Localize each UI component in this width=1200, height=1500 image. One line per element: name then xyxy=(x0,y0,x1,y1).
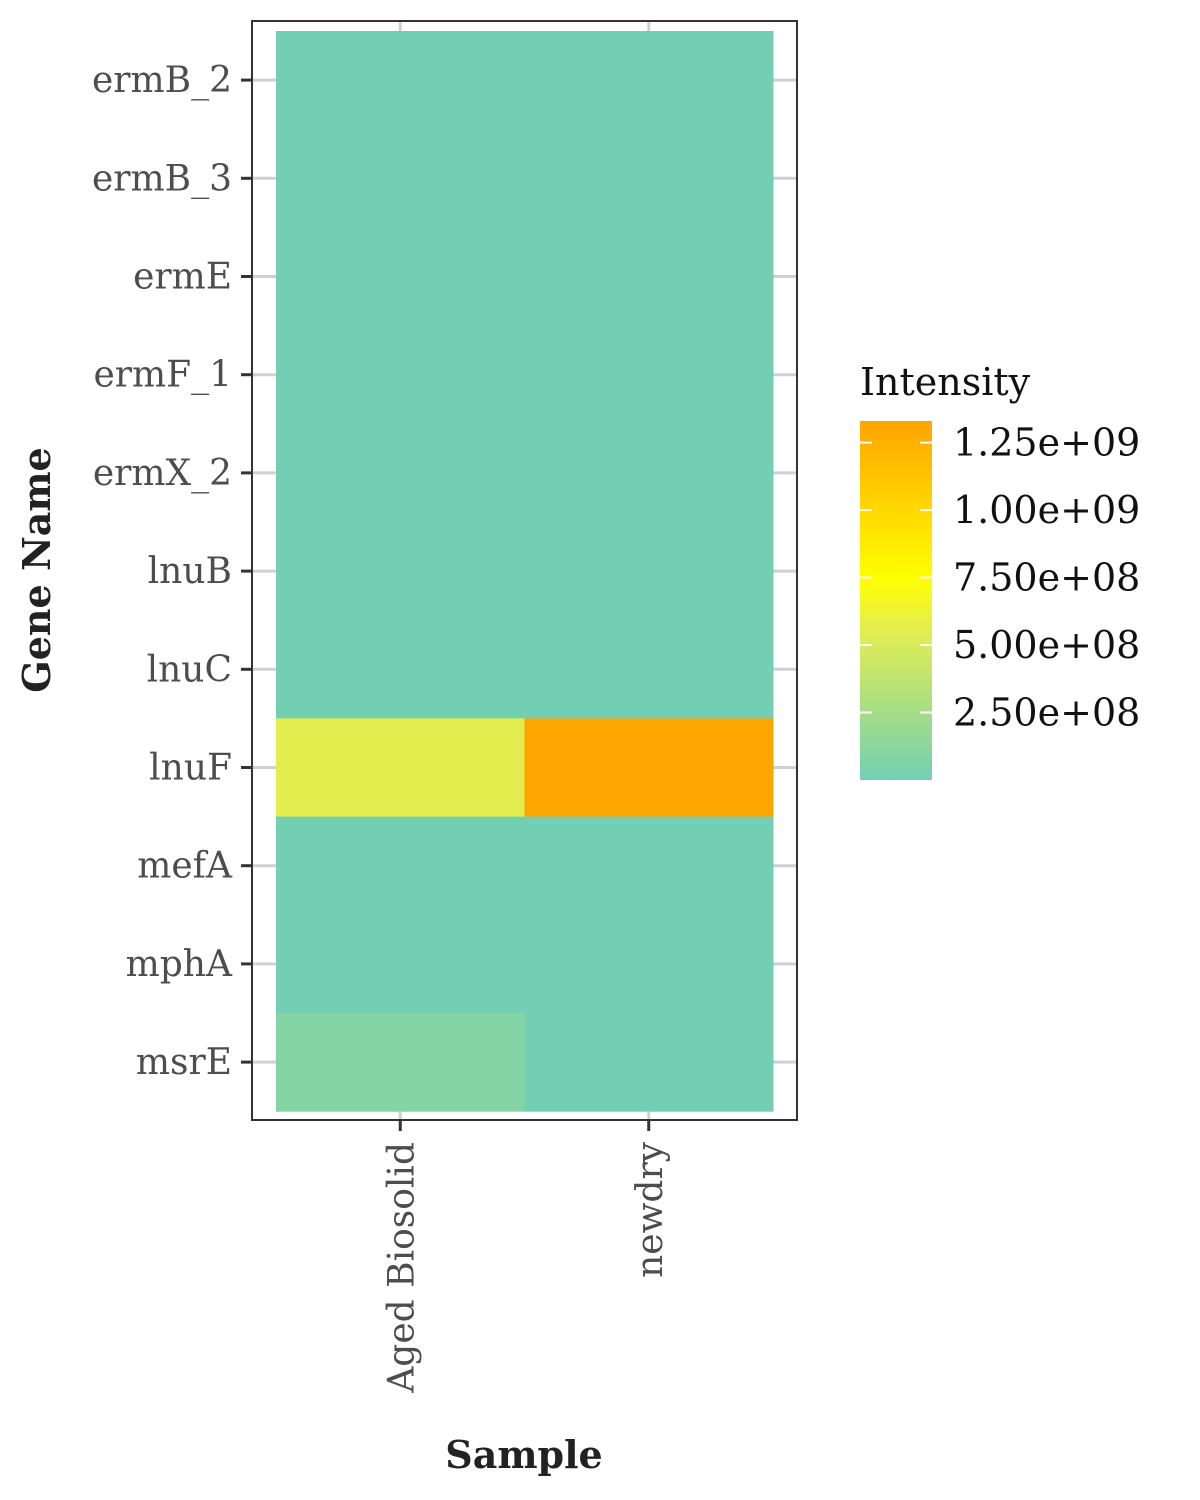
heatmap-cell xyxy=(276,620,525,719)
y-tick-label: msrE xyxy=(136,1042,232,1083)
heatmap-cell xyxy=(276,423,525,523)
heatmap-cell xyxy=(524,816,774,916)
heatmap-cell xyxy=(276,31,525,130)
legend-tick-label: 2.50e+08 xyxy=(953,691,1140,735)
y-tick-label: lnuB xyxy=(148,551,232,592)
x-axis: Aged Biosolid newdry xyxy=(381,1120,671,1394)
legend-tick-label: 1.00e+09 xyxy=(953,488,1140,532)
heatmap-cell xyxy=(524,227,774,327)
heatmap-cell xyxy=(524,325,774,425)
legend-colorbar xyxy=(860,421,932,780)
legend-tick-label: 5.00e+08 xyxy=(953,623,1140,667)
y-axis: ermB_2 ermB_3 ermE ermF_1 ermX_2 lnuB lnuC lnuF… xyxy=(92,60,252,1083)
heatmap-cells xyxy=(276,31,774,1112)
x-tick-label: Aged Biosolid xyxy=(381,1142,422,1394)
x-axis-title: Sample xyxy=(445,1432,602,1477)
heatmap-cell xyxy=(276,522,525,621)
heatmap-cell xyxy=(524,1013,774,1112)
heatmap-cell xyxy=(524,129,774,228)
y-tick-label: ermX_2 xyxy=(93,453,232,494)
legend-tick-label: 7.50e+08 xyxy=(953,556,1140,600)
heatmap-cell xyxy=(276,914,525,1014)
heatmap-cell xyxy=(524,31,774,130)
heatmap-cell xyxy=(524,718,774,818)
x-tick-label: newdry xyxy=(630,1141,671,1278)
heatmap-cell xyxy=(524,423,774,523)
y-tick-label: ermE xyxy=(133,257,232,298)
y-axis-title: Gene Name xyxy=(14,447,59,692)
heatmap-cell xyxy=(524,620,774,719)
heatmap-cell xyxy=(276,129,525,228)
y-tick-label: ermB_2 xyxy=(92,60,232,101)
y-tick-label: lnuF xyxy=(149,748,232,789)
heatmap-cell xyxy=(524,522,774,621)
heatmap-cell xyxy=(276,718,525,818)
y-tick-label: mphA xyxy=(126,944,233,985)
y-tick-label: ermB_3 xyxy=(92,158,232,199)
legend-ticks: 2.50e+08 5.00e+08 7.50e+08 1.00e+09 1.25e+09 xyxy=(860,421,1140,735)
legend-title: Intensity xyxy=(860,360,1031,404)
heatmap-cell xyxy=(276,816,525,916)
heatmap-cell xyxy=(276,1013,525,1112)
y-tick-label: mefA xyxy=(137,846,233,887)
heatmap-cell xyxy=(276,325,525,425)
heatmap-cell xyxy=(524,914,774,1014)
legend: Intensity 2.50e+08 5.00e+08 7.50e+08 1.00e+… xyxy=(860,360,1140,780)
y-tick-label: ermF_1 xyxy=(93,355,232,396)
heatmap-cell xyxy=(276,227,525,327)
legend-tick-label: 1.25e+09 xyxy=(953,421,1140,465)
y-tick-label: lnuC xyxy=(147,649,232,690)
